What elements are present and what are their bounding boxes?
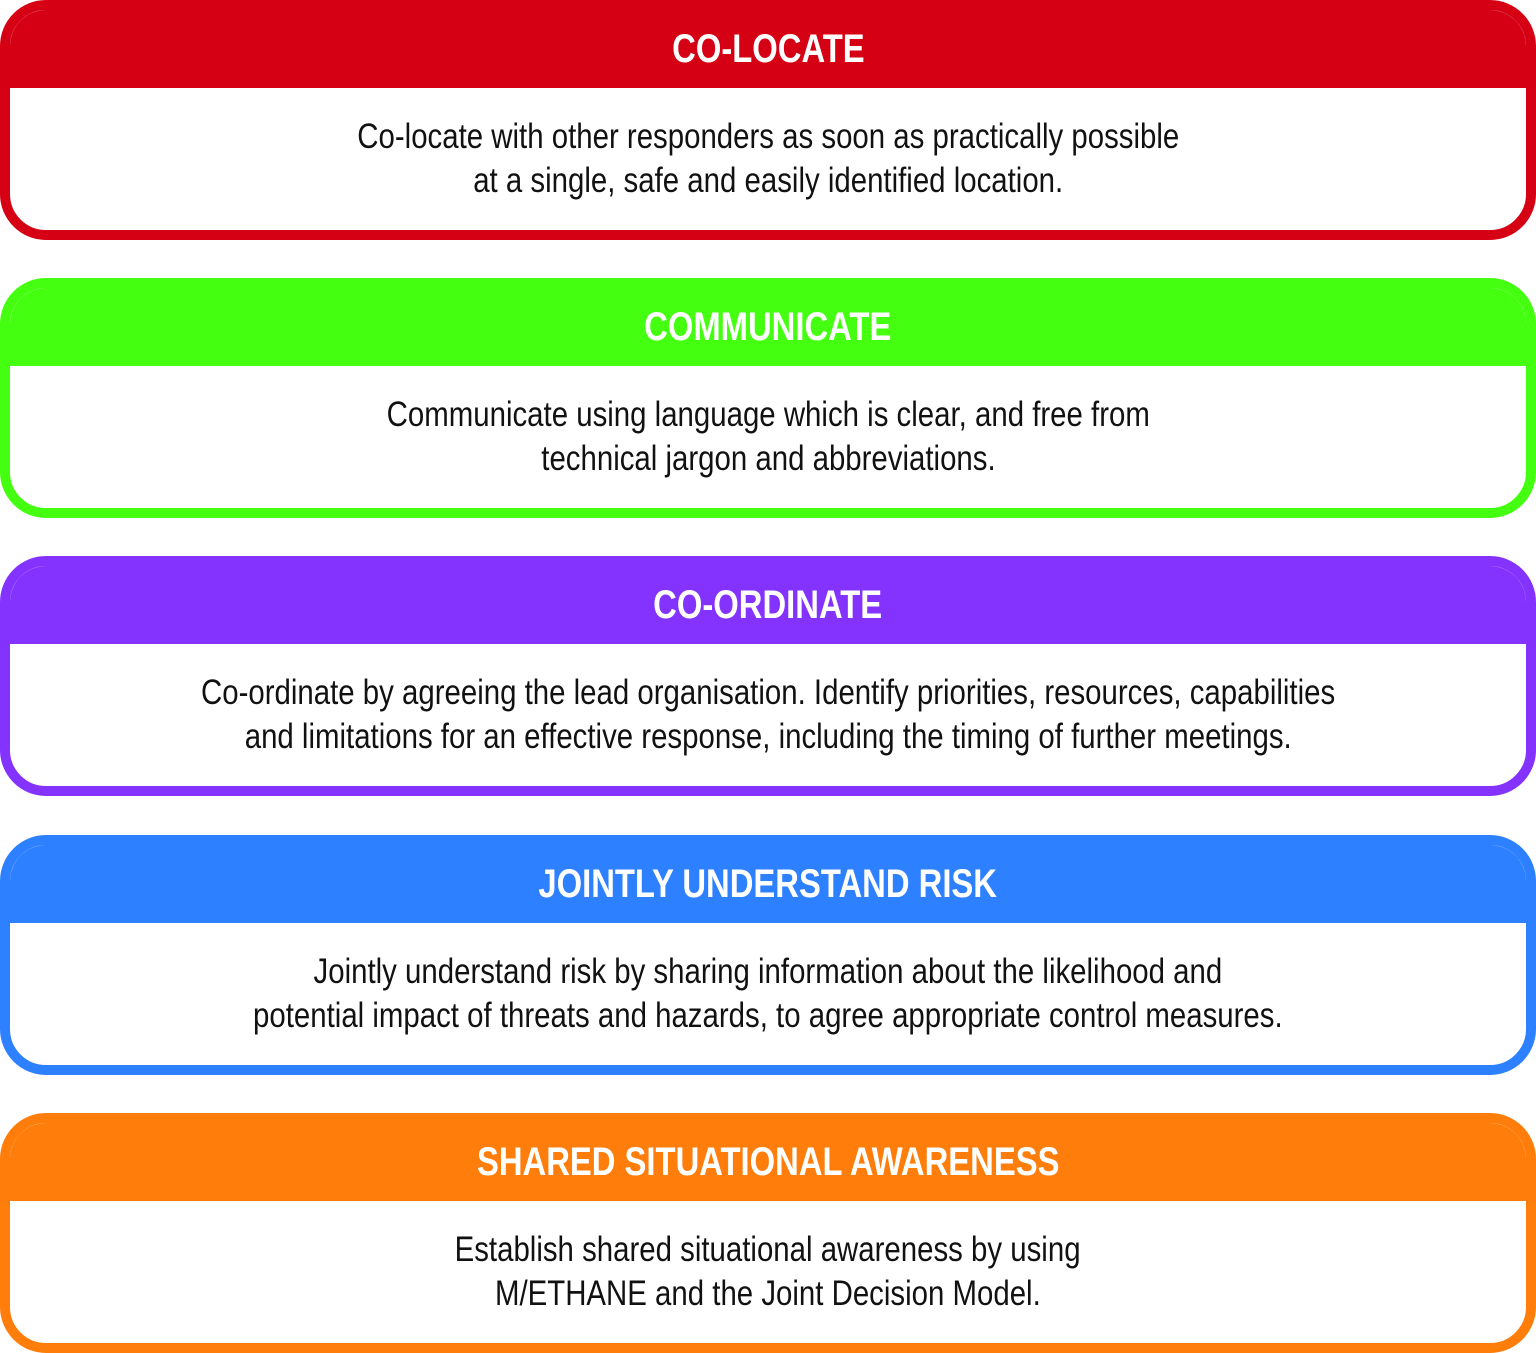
- card-title: JOINTLY UNDERSTAND RISK: [538, 861, 998, 906]
- card-header: CO-ORDINATE: [10, 566, 1526, 644]
- card-header: SHARED SITUATIONAL AWARENESS: [10, 1123, 1526, 1201]
- card-text: M/ETHANE and the Joint Decision Model.: [495, 1274, 1041, 1313]
- card-title: CO-LOCATE: [671, 26, 865, 71]
- card-co-ordinate: CO-ORDINATE Co-ordinate by agreeing the …: [0, 556, 1536, 796]
- card-header: COMMUNICATE: [10, 288, 1526, 366]
- card-body: Jointly understand risk by sharing infor…: [10, 923, 1526, 1065]
- card-text: Establish shared situational awareness b…: [455, 1230, 1081, 1269]
- card-title: CO-ORDINATE: [653, 582, 883, 627]
- card-header: CO-LOCATE: [10, 10, 1526, 88]
- card-body: Co-ordinate by agreeing the lead organis…: [10, 644, 1526, 786]
- card-text: and limitations for an effective respons…: [244, 717, 1292, 756]
- card-text: Jointly understand risk by sharing infor…: [313, 952, 1223, 991]
- card-co-locate: CO-LOCATE Co-locate with other responder…: [0, 0, 1536, 240]
- card-title: SHARED SITUATIONAL AWARENESS: [476, 1139, 1060, 1184]
- card-header: JOINTLY UNDERSTAND RISK: [10, 845, 1526, 923]
- card-text: technical jargon and abbreviations.: [540, 439, 996, 478]
- card-body: Establish shared situational awareness b…: [10, 1201, 1526, 1343]
- card-jointly-understand-risk: JOINTLY UNDERSTAND RISK Jointly understa…: [0, 835, 1536, 1075]
- card-text: Co-locate with other responders as soon …: [357, 117, 1179, 156]
- card-text: at a single, safe and easily identified …: [472, 161, 1064, 200]
- card-shared-situational-awareness: SHARED SITUATIONAL AWARENESS Establish s…: [0, 1113, 1536, 1353]
- card-communicate: COMMUNICATE Communicate using language w…: [0, 278, 1536, 518]
- card-text: Co-ordinate by agreeing the lead organis…: [200, 673, 1336, 712]
- card-text: potential impact of threats and hazards,…: [253, 996, 1283, 1035]
- card-title: COMMUNICATE: [644, 304, 892, 349]
- card-body: Co-locate with other responders as soon …: [10, 88, 1526, 230]
- card-text: Communicate using language which is clea…: [386, 395, 1150, 434]
- card-body: Communicate using language which is clea…: [10, 366, 1526, 508]
